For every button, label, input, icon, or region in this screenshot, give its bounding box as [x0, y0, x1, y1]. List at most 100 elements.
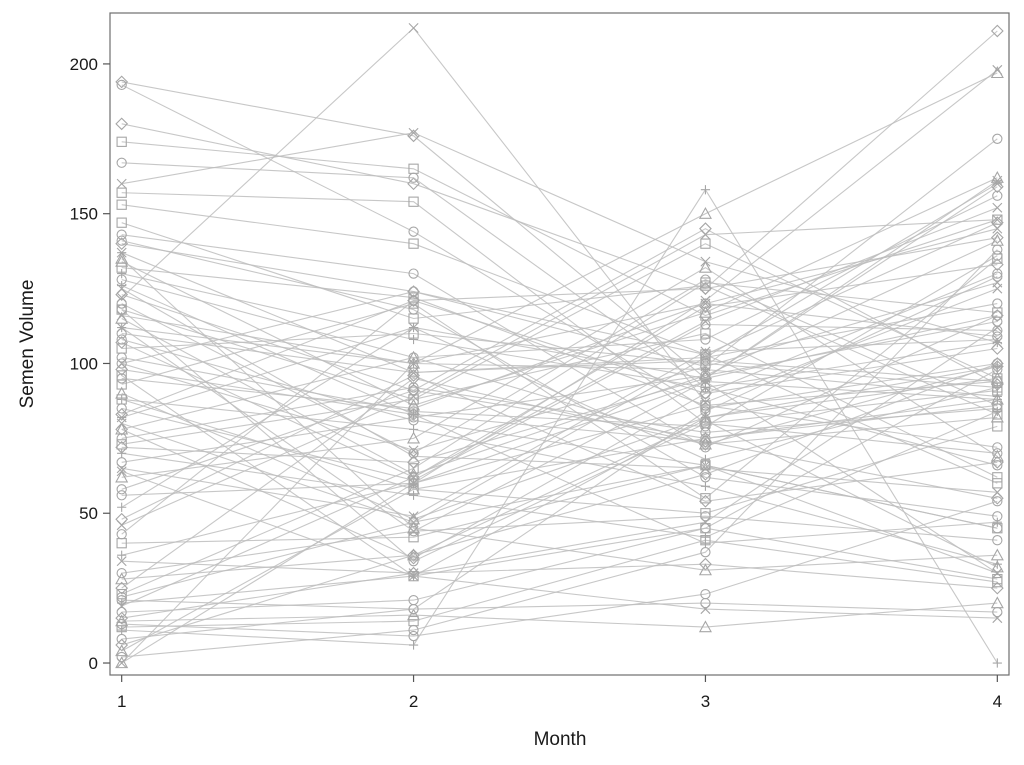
- square-marker: [408, 484, 419, 495]
- plus-marker: [117, 280, 127, 291]
- plus-marker: [992, 658, 1002, 668]
- x-marker: [700, 604, 711, 615]
- series-line: [121, 267, 998, 406]
- plus-marker: [408, 322, 419, 333]
- x-marker: [992, 277, 1003, 288]
- x-marker: [408, 526, 419, 537]
- diamond-marker: [115, 75, 129, 89]
- circle-marker: [408, 624, 419, 636]
- series-line: [121, 219, 998, 526]
- circle-marker: [408, 385, 419, 396]
- plus-marker: [408, 640, 419, 650]
- triangle-marker: [990, 449, 1004, 462]
- x-marker: [992, 322, 1003, 333]
- square-marker: [408, 463, 419, 474]
- series-77: [116, 133, 1003, 372]
- series-line: [121, 222, 998, 415]
- circle-marker: [408, 286, 419, 297]
- series-line: [121, 515, 998, 574]
- x-marker: [408, 127, 419, 138]
- series-61: [116, 496, 1003, 642]
- diamond-marker: [115, 288, 129, 301]
- series-line: [121, 81, 998, 380]
- x-tick-label: 2: [409, 692, 418, 711]
- plus-marker: [700, 481, 711, 491]
- square-marker: [700, 328, 711, 339]
- series-78: [116, 199, 1003, 489]
- square-marker: [116, 187, 127, 198]
- diamond-marker: [990, 455, 1004, 469]
- series-line: [121, 470, 998, 619]
- square-marker: [992, 472, 1003, 483]
- square-marker: [408, 298, 419, 309]
- x-marker: [700, 517, 711, 528]
- x-marker: [408, 511, 419, 522]
- triangle-marker: [115, 644, 129, 657]
- x-marker: [700, 298, 711, 309]
- y-tick-label: 200: [70, 55, 98, 74]
- square-marker: [408, 292, 419, 303]
- series-line: [121, 380, 998, 556]
- series-line: [121, 347, 998, 559]
- circle-marker: [116, 568, 127, 579]
- plus-marker: [700, 538, 711, 548]
- series-line: [121, 422, 998, 574]
- series-line: [121, 419, 998, 580]
- diamond-marker: [115, 440, 129, 454]
- circle-marker: [116, 358, 127, 369]
- diamond-marker: [407, 177, 420, 191]
- x-marker: [116, 466, 127, 477]
- series-line: [121, 602, 998, 628]
- circle-marker: [700, 400, 711, 411]
- circle-marker: [700, 472, 711, 483]
- series-line: [121, 243, 998, 400]
- circle-marker: [116, 334, 127, 345]
- series-63: [117, 185, 1002, 668]
- square-marker: [700, 238, 711, 249]
- x-marker: [116, 658, 127, 669]
- square-marker: [700, 523, 711, 534]
- plus-marker: [408, 409, 419, 419]
- square-marker: [992, 478, 1003, 489]
- triangle-marker: [407, 350, 421, 363]
- series-line: [121, 285, 998, 544]
- circle-marker: [992, 364, 1003, 375]
- series-line: [121, 222, 998, 356]
- x-marker: [992, 223, 1003, 234]
- y-tick-label: 0: [89, 654, 98, 673]
- series-line: [121, 365, 998, 589]
- diamond-marker: [990, 357, 1004, 370]
- series-line: [121, 602, 998, 640]
- circle-marker: [116, 235, 127, 246]
- x-marker: [116, 292, 127, 303]
- triangle-marker: [115, 572, 129, 585]
- circle-marker: [116, 606, 127, 618]
- square-marker: [408, 238, 419, 249]
- circle-marker: [408, 603, 419, 615]
- circle-marker: [992, 133, 1003, 144]
- circle-marker: [116, 651, 127, 663]
- plus-marker: [700, 185, 711, 195]
- series-line: [121, 389, 998, 490]
- series-line: [121, 228, 998, 365]
- series-line: [121, 276, 998, 610]
- plus-marker: [117, 625, 127, 635]
- x-marker: [116, 556, 127, 567]
- triangle-marker: [698, 260, 712, 273]
- series-72: [116, 322, 1003, 579]
- series-line: [121, 563, 998, 619]
- circle-marker: [992, 331, 1003, 342]
- circle-marker: [116, 484, 127, 495]
- series-line: [121, 138, 998, 368]
- series-line: [121, 255, 998, 427]
- series-line: [121, 338, 998, 517]
- x-marker: [116, 463, 127, 474]
- circle-marker: [116, 304, 127, 315]
- series-line: [121, 369, 998, 613]
- x-marker: [992, 64, 1003, 75]
- triangle-marker: [698, 206, 712, 219]
- diamond-marker: [407, 372, 420, 385]
- square-marker: [116, 136, 127, 147]
- square-marker: [700, 349, 711, 360]
- axis-layer: 0 50 100 150 200 1 2 3 4: [70, 55, 1002, 711]
